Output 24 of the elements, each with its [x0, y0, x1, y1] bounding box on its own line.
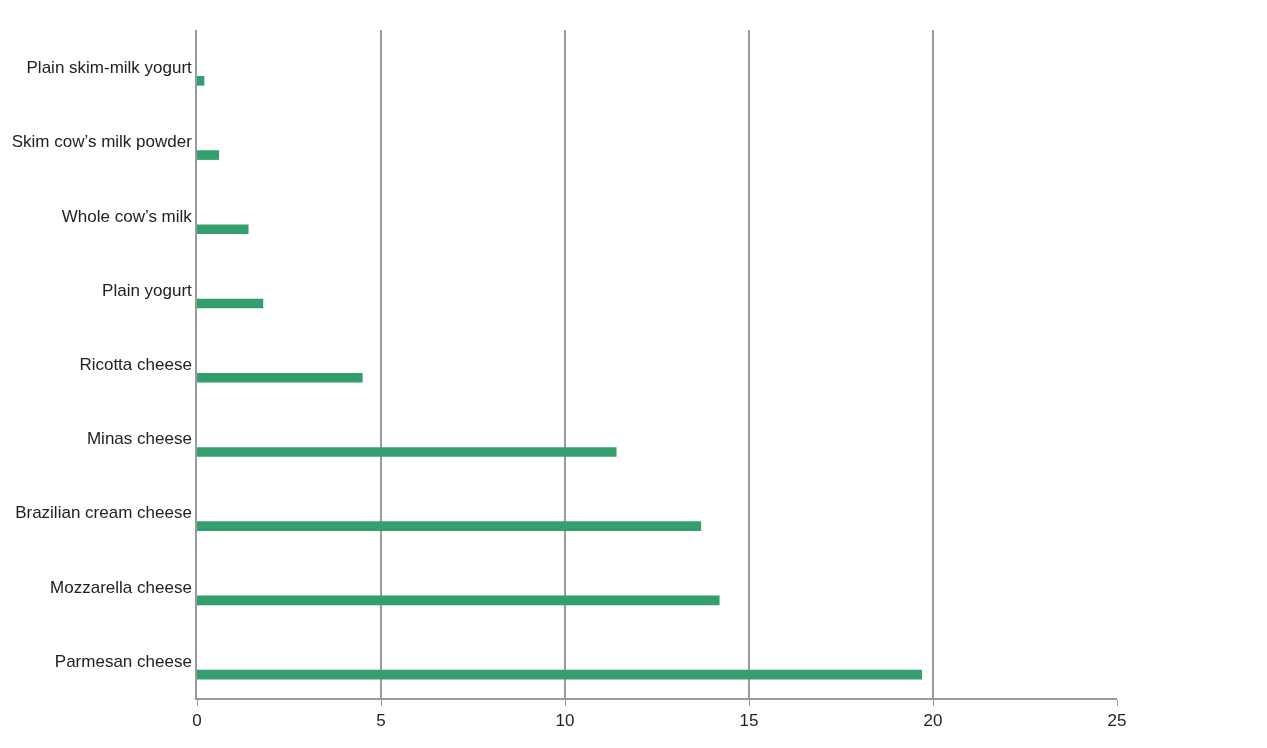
y-tick-label: Whole cow’s milk: [61, 206, 193, 226]
x-tick-label: 20: [923, 711, 943, 731]
x-tick-label: 25: [1107, 711, 1127, 731]
bar: [197, 298, 264, 309]
bar: [197, 224, 249, 235]
bar: [197, 669, 922, 680]
bar: [197, 521, 702, 531]
y-tick-label: Minas cheese: [86, 429, 192, 449]
y-tick-label: Plain skim-milk yogurt: [26, 58, 193, 78]
y-tick-label: Mozzarella cheese: [50, 577, 192, 597]
y-tick-label: Ricotta cheese: [79, 354, 192, 374]
x-tick-label: 10: [555, 711, 575, 731]
bar: [197, 76, 205, 86]
y-tick-label: Brazilian cream cheese: [15, 503, 192, 523]
y-tick-label: Plain yogurt: [102, 280, 193, 300]
y-tick-label: Parmesan cheese: [54, 651, 192, 671]
x-tick-label: 0: [192, 711, 202, 731]
x-tick-label: 5: [376, 711, 386, 731]
x-tick-label: 15: [739, 711, 759, 731]
bar: [197, 372, 363, 383]
y-tick-label: Skim cow’s milk powder: [11, 132, 193, 152]
bar: [197, 447, 617, 457]
bar: [197, 595, 720, 606]
bar: [197, 150, 220, 160]
